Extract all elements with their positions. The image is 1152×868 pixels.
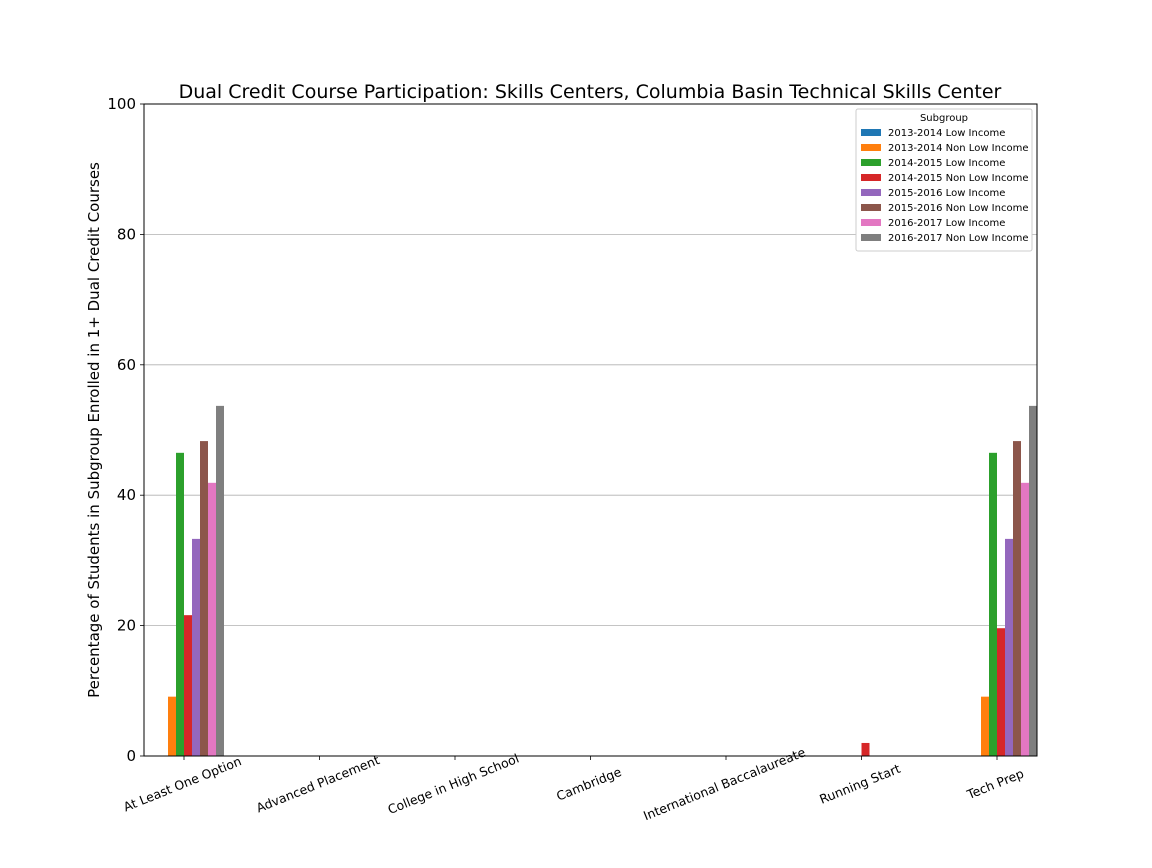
- x-tick-label: At Least One Option: [121, 753, 243, 814]
- bar: [1013, 441, 1021, 756]
- legend-swatch: [861, 174, 881, 181]
- bar: [168, 696, 176, 756]
- bar: [1005, 538, 1013, 756]
- bar: [192, 538, 200, 756]
- y-tick-label: 100: [107, 95, 136, 113]
- bar: [997, 628, 1005, 756]
- legend-label: 2014-2015 Low Income: [888, 158, 1005, 169]
- y-tick-label: 60: [117, 356, 136, 374]
- legend-label: 2016-2017 Low Income: [888, 218, 1005, 229]
- y-tick-label: 40: [117, 486, 136, 504]
- legend-label: 2014-2015 Non Low Income: [888, 173, 1028, 184]
- x-tick-label: Tech Prep: [964, 766, 1026, 803]
- bar: [176, 452, 184, 756]
- legend-swatch: [861, 204, 881, 211]
- bars: [168, 405, 1037, 756]
- y-tick-label: 80: [117, 225, 136, 243]
- legend-swatch: [861, 219, 881, 226]
- legend-label: 2013-2014 Low Income: [888, 128, 1005, 139]
- bar: [861, 742, 870, 756]
- legend-label: 2013-2014 Non Low Income: [888, 143, 1028, 154]
- legend-box: [855, 108, 1033, 252]
- y-axis-label: Percentage of Students in Subgroup Enrol…: [85, 162, 103, 698]
- x-tick-label: Advanced Placement: [254, 752, 382, 815]
- bar: [1021, 482, 1029, 756]
- chart-title: Dual Credit Course Participation: Skills…: [179, 81, 1002, 103]
- legend-swatch: [861, 234, 881, 241]
- bar: [208, 482, 216, 756]
- y-tick-label: 20: [117, 617, 136, 635]
- legend-label: 2016-2017 Non Low Income: [888, 233, 1028, 244]
- x-tick-label: College in High School: [386, 751, 522, 817]
- legend: Subgroup 2013-2014 Low Income 2013-2014 No…: [855, 108, 1033, 252]
- y-tick-label: 0: [126, 747, 136, 765]
- bar: [200, 441, 208, 756]
- x-tick-label: Cambridge: [554, 764, 624, 804]
- bar: [981, 696, 989, 756]
- bar: [184, 615, 192, 756]
- bar: [989, 452, 997, 756]
- legend-label: 2015-2016 Low Income: [888, 188, 1005, 199]
- legend-swatch: [861, 159, 881, 166]
- legend-swatch: [861, 144, 881, 151]
- bar: [216, 405, 224, 756]
- legend-label: 2015-2016 Non Low Income: [888, 203, 1028, 214]
- plot-frame: [143, 103, 1038, 757]
- x-tick-label: Running Start: [817, 761, 902, 807]
- legend-swatch: [861, 189, 881, 196]
- legend-swatch: [861, 129, 881, 136]
- legend-title: Subgroup: [920, 113, 968, 124]
- gridlines: [144, 233, 1037, 626]
- bar: [1029, 405, 1037, 756]
